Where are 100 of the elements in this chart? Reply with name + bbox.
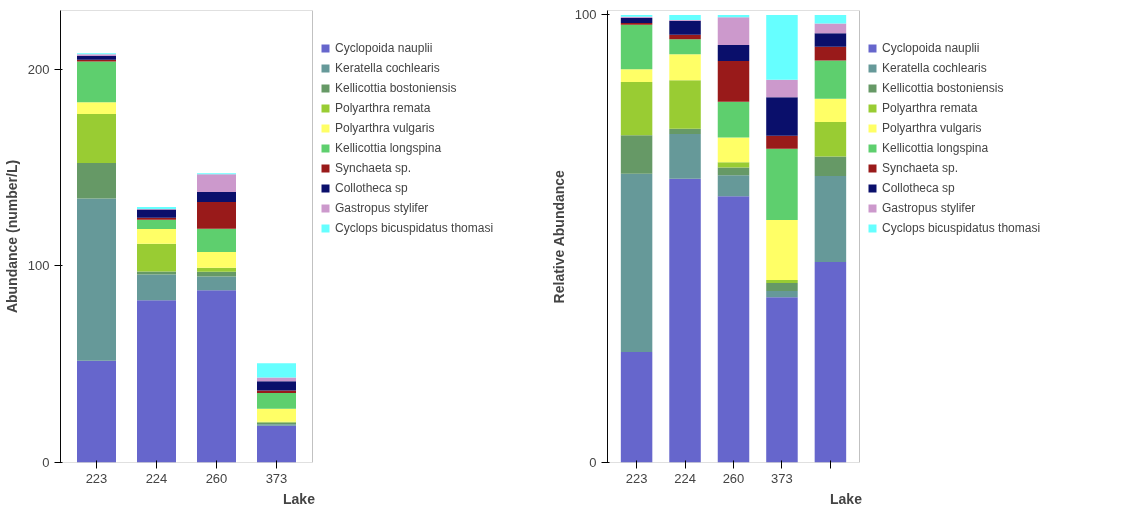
- bar: [197, 191, 236, 203]
- bar: [814, 23, 847, 34]
- x-tick-label: 224: [674, 470, 696, 486]
- bar: [766, 297, 798, 463]
- bar: [197, 290, 236, 463]
- legend-label: Keratella cochlearis: [335, 61, 440, 75]
- bar: [669, 178, 701, 463]
- bar: [669, 34, 701, 40]
- y-axis-title: Abundance (number/L): [3, 159, 20, 314]
- x-tick-label: 224: [145, 470, 168, 486]
- bar: [766, 283, 798, 292]
- x-tick-label: 373: [265, 470, 288, 486]
- legend-label: Polyarthra remata: [882, 101, 978, 115]
- y-axis-title: Relative Abundance: [550, 169, 567, 304]
- legend-label: Kellicottia longspina: [882, 141, 989, 155]
- bar: [669, 20, 701, 35]
- bar: [197, 174, 236, 192]
- legend-label: Keratella cochlearis: [882, 61, 987, 75]
- y-tick-label: 200: [27, 61, 50, 77]
- bar: [197, 228, 236, 253]
- legend-label: Collotheca sp: [335, 181, 408, 195]
- bar: [257, 425, 296, 463]
- bar: [717, 175, 750, 197]
- bar: [717, 101, 750, 138]
- bar: [717, 196, 750, 463]
- x-axis-title: Lake: [283, 490, 316, 507]
- bar: [814, 33, 847, 47]
- legend-label: Cyclops bicuspidatus thomasi: [882, 221, 1041, 235]
- x-tick-label: 373: [771, 470, 793, 486]
- bar: [814, 262, 847, 463]
- legend-label: Kellicottia bostoniensis: [882, 81, 1004, 95]
- bar: [814, 60, 847, 99]
- bar: [137, 300, 176, 463]
- bar: [77, 61, 116, 103]
- bar: [766, 14, 798, 80]
- bar: [620, 69, 653, 83]
- bar: [77, 163, 116, 199]
- bar: [257, 381, 296, 391]
- bar: [669, 80, 701, 129]
- x-axis-title: Lake: [830, 490, 863, 507]
- y-tick-label: 0: [589, 455, 597, 470]
- bar: [197, 202, 236, 229]
- bar: [197, 267, 236, 272]
- bar: [766, 135, 798, 149]
- bar: [814, 156, 847, 177]
- bar: [669, 128, 701, 135]
- bar: [717, 17, 750, 45]
- bar: [77, 198, 116, 361]
- bar: [717, 44, 750, 62]
- bar: [814, 176, 847, 263]
- bar: [77, 114, 116, 163]
- bar: [77, 55, 116, 60]
- y-tick-label: 0: [42, 455, 50, 470]
- bar: [669, 134, 701, 179]
- bar: [257, 377, 296, 382]
- bar: [620, 82, 653, 136]
- bar: [717, 61, 750, 102]
- bar: [717, 162, 750, 168]
- bar: [717, 137, 750, 163]
- bar: [669, 39, 701, 55]
- bar: [669, 14, 701, 20]
- bar: [137, 274, 176, 301]
- bar: [766, 219, 798, 280]
- bar: [257, 392, 296, 409]
- bar: [197, 276, 236, 291]
- legend-label: Cyclops bicuspidatus thomasi: [335, 221, 494, 235]
- legend-label: Collotheca sp: [882, 181, 955, 195]
- bar: [766, 148, 798, 220]
- bar: [137, 243, 176, 272]
- bar: [669, 54, 701, 81]
- bar: [814, 121, 847, 157]
- bar: [814, 14, 847, 24]
- bar: [766, 97, 798, 136]
- legend-label: Kellicottia longspina: [335, 141, 442, 155]
- bar: [137, 219, 176, 230]
- bar: [257, 363, 296, 378]
- bar: [766, 79, 798, 98]
- bar: [77, 102, 116, 115]
- bar: [620, 135, 653, 174]
- bar: [717, 167, 750, 176]
- bar: [137, 229, 176, 244]
- y-tick-label: 100: [27, 258, 50, 274]
- bar: [766, 291, 798, 298]
- bar: [620, 24, 653, 70]
- bar: [137, 209, 176, 218]
- bar: [77, 360, 116, 463]
- legend-label: Polyarthra remata: [335, 101, 431, 115]
- bar: [620, 18, 653, 24]
- bar: [137, 271, 176, 275]
- x-tick-label: 260: [722, 470, 745, 486]
- bar: [257, 408, 296, 422]
- bar: [620, 173, 653, 352]
- bar: [766, 279, 798, 284]
- bar: [814, 46, 847, 61]
- legend-label: Gastropus stylifer: [882, 201, 976, 215]
- legend-label: Gastropus stylifer: [335, 201, 429, 215]
- legend-label: Cyclopoida nauplii: [882, 41, 980, 55]
- bar: [620, 351, 653, 463]
- bar: [814, 98, 847, 122]
- x-tick-label: 223: [625, 470, 648, 486]
